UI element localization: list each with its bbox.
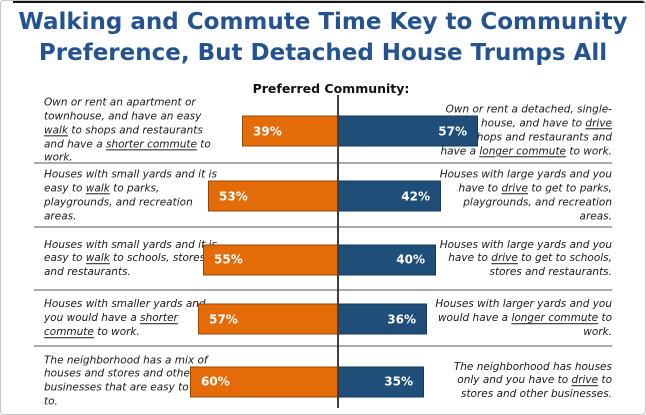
chart-title-line1: Walking and Commute Time Key to Communit… xyxy=(18,9,628,35)
drive-option-description: Houses with large yards and you have to … xyxy=(439,168,612,222)
drive-bar: 42% xyxy=(338,180,441,212)
walk-bar-value: 53% xyxy=(219,189,248,203)
drive-bar: 57% xyxy=(338,115,478,147)
drive-bar-value: 57% xyxy=(438,124,467,138)
walk-bar-value: 57% xyxy=(209,312,238,326)
chart-rows: Own or rent an apartment or townhouse, a… xyxy=(1,96,645,414)
row-divider xyxy=(34,162,612,164)
drive-option-description: The neighborhood has houses only and you… xyxy=(453,360,612,401)
drive-option-description: Own or rent a detached, single-family ho… xyxy=(440,103,612,157)
drive-bar-value: 42% xyxy=(401,189,430,203)
chart-row: Houses with small yards and it is easy t… xyxy=(1,228,645,291)
drive-bar-value: 35% xyxy=(384,374,413,389)
chart-area: Own or rent an apartment or townhouse, a… xyxy=(1,95,645,414)
center-axis-header: Preferred Community: xyxy=(252,81,410,96)
drive-bar: 40% xyxy=(338,244,436,275)
walk-bar: 60% xyxy=(190,366,338,397)
walk-bar: 53% xyxy=(208,180,338,212)
row-divider xyxy=(34,226,612,228)
walk-bar: 57% xyxy=(198,303,338,335)
row-divider xyxy=(34,289,612,291)
drive-bar: 36% xyxy=(338,303,427,335)
walk-bar-value: 39% xyxy=(253,124,282,138)
drive-bar-value: 36% xyxy=(387,312,416,326)
window-top-edge xyxy=(13,1,645,3)
row-divider xyxy=(34,345,612,347)
drive-option-description: Houses with larger yards and you would h… xyxy=(435,298,612,338)
walk-option-description: Houses with small yards and it is easy t… xyxy=(44,238,217,279)
walk-option-description: The neighborhood has a mix of houses and… xyxy=(44,353,216,408)
chart-title: Walking and Commute Time Key to Communit… xyxy=(1,7,645,69)
walk-option-description: Houses with smaller yards and you would … xyxy=(44,298,206,338)
walk-bar: 55% xyxy=(203,244,338,275)
drive-option-description: Houses with large yards and you have to … xyxy=(439,238,612,279)
chart-row: Houses with small yards and it is easy t… xyxy=(1,164,645,228)
walk-option-description: Houses with small yards and it is easy t… xyxy=(44,168,217,222)
chart-title-line2: Preference, But Detached House Trumps Al… xyxy=(38,40,608,66)
chart-row: Houses with smaller yards and you would … xyxy=(1,291,645,347)
chart-row: Own or rent an apartment or townhouse, a… xyxy=(1,96,645,164)
walk-bar: 39% xyxy=(242,115,338,147)
drive-bar: 35% xyxy=(338,366,424,397)
walk-bar-value: 60% xyxy=(201,374,230,389)
walk-option-description: Own or rent an apartment or townhouse, a… xyxy=(44,96,211,164)
chart-row: The neighborhood has a mix of houses and… xyxy=(1,347,645,414)
walk-bar-value: 55% xyxy=(214,252,243,267)
drive-bar-value: 40% xyxy=(396,252,425,267)
center-axis-line xyxy=(337,95,339,408)
